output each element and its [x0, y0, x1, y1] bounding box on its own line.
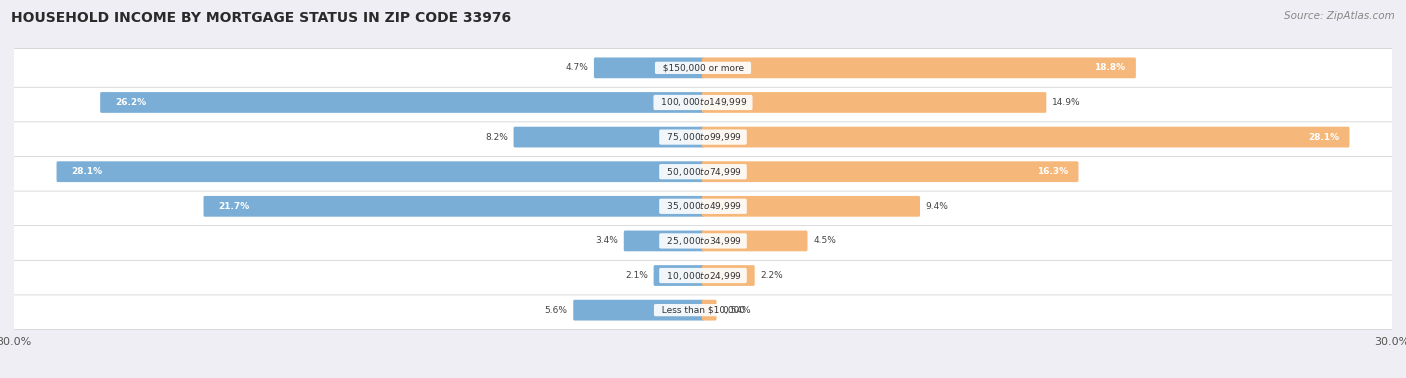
FancyBboxPatch shape — [702, 161, 1078, 182]
FancyBboxPatch shape — [11, 48, 1395, 87]
Text: 4.5%: 4.5% — [813, 236, 837, 245]
Text: Source: ZipAtlas.com: Source: ZipAtlas.com — [1284, 11, 1395, 21]
Text: 18.8%: 18.8% — [1094, 64, 1126, 72]
Text: $50,000 to $74,999: $50,000 to $74,999 — [661, 166, 745, 178]
Text: $75,000 to $99,999: $75,000 to $99,999 — [661, 131, 745, 143]
Text: 4.7%: 4.7% — [565, 64, 588, 72]
Text: 2.2%: 2.2% — [761, 271, 783, 280]
FancyBboxPatch shape — [513, 127, 704, 147]
FancyBboxPatch shape — [204, 196, 704, 217]
FancyBboxPatch shape — [11, 152, 1395, 191]
Text: $150,000 or more: $150,000 or more — [657, 64, 749, 72]
Text: 9.4%: 9.4% — [925, 202, 949, 211]
FancyBboxPatch shape — [702, 127, 1350, 147]
FancyBboxPatch shape — [11, 222, 1395, 260]
FancyBboxPatch shape — [11, 291, 1395, 330]
Text: $35,000 to $49,999: $35,000 to $49,999 — [661, 200, 745, 212]
FancyBboxPatch shape — [574, 300, 704, 321]
FancyBboxPatch shape — [11, 118, 1395, 156]
FancyBboxPatch shape — [100, 92, 704, 113]
FancyBboxPatch shape — [702, 300, 717, 321]
FancyBboxPatch shape — [56, 161, 704, 182]
Text: 8.2%: 8.2% — [485, 133, 508, 142]
Text: 2.1%: 2.1% — [626, 271, 648, 280]
FancyBboxPatch shape — [702, 196, 920, 217]
FancyBboxPatch shape — [593, 57, 704, 78]
Text: 0.54%: 0.54% — [723, 306, 751, 314]
FancyBboxPatch shape — [702, 57, 1136, 78]
Text: $100,000 to $149,999: $100,000 to $149,999 — [655, 96, 751, 108]
Text: $25,000 to $34,999: $25,000 to $34,999 — [661, 235, 745, 247]
FancyBboxPatch shape — [702, 231, 807, 251]
FancyBboxPatch shape — [702, 92, 1046, 113]
Text: 21.7%: 21.7% — [218, 202, 250, 211]
Text: 5.6%: 5.6% — [544, 306, 568, 314]
FancyBboxPatch shape — [702, 265, 755, 286]
FancyBboxPatch shape — [624, 231, 704, 251]
Text: 28.1%: 28.1% — [1308, 133, 1339, 142]
Text: 14.9%: 14.9% — [1052, 98, 1081, 107]
Text: $10,000 to $24,999: $10,000 to $24,999 — [661, 270, 745, 282]
Text: 16.3%: 16.3% — [1038, 167, 1069, 176]
FancyBboxPatch shape — [654, 265, 704, 286]
Text: 3.4%: 3.4% — [595, 236, 619, 245]
FancyBboxPatch shape — [11, 256, 1395, 295]
Text: HOUSEHOLD INCOME BY MORTGAGE STATUS IN ZIP CODE 33976: HOUSEHOLD INCOME BY MORTGAGE STATUS IN Z… — [11, 11, 512, 25]
Text: 26.2%: 26.2% — [115, 98, 146, 107]
FancyBboxPatch shape — [11, 83, 1395, 122]
Text: 28.1%: 28.1% — [72, 167, 103, 176]
FancyBboxPatch shape — [11, 187, 1395, 226]
Text: Less than $10,000: Less than $10,000 — [655, 306, 751, 314]
